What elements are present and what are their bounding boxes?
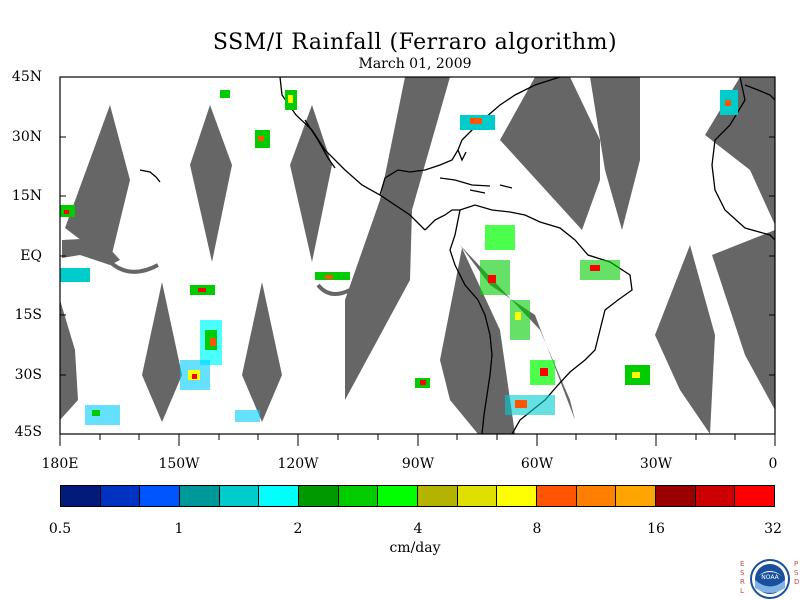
colorbar-segment [100,486,141,506]
colorbar-segment [61,486,101,506]
rainfall-colorbar [60,485,775,507]
colorbar-segment [418,486,458,506]
noaa-seal-icon: NOAA [750,559,790,599]
colorbar-tick-1: 1 [174,521,184,537]
colorbar-segment [378,486,419,506]
lat-label-30s: 30S [14,367,42,383]
colorbar-tick-4: 4 [413,521,423,537]
lat-label-eq: EQ [20,248,42,264]
colorbar-segment [457,486,498,506]
colorbar-segment [695,486,736,506]
colorbar-segment [735,486,775,506]
rainfall-map [59,76,776,446]
colorbar-segment [537,486,577,506]
colorbar-tick-32: 32 [764,521,782,537]
colorbar-segment [656,486,696,506]
colorbar-tick-16: 16 [647,521,665,537]
map-date: March 01, 2009 [358,56,472,72]
lon-label-30w: 30W [639,456,673,472]
colorbar-segment [180,486,220,506]
colorbar-segment [219,486,260,506]
colorbar-segment [616,486,657,506]
lat-label-30n: 30N [11,129,42,145]
lat-label-45n: 45N [11,69,42,85]
lat-label-45s: 45S [14,424,42,440]
colorbar-tick-8: 8 [532,521,542,537]
colorbar-segment [140,486,181,506]
rainfall-patches [60,90,738,425]
lon-label-180e: 180E [41,456,79,472]
lon-label-120w: 120W [277,456,319,472]
colorbar-segment [497,486,538,506]
colorbar-tick-0.5: 0.5 [48,521,72,537]
colorbar-tick-2: 2 [293,521,303,537]
colorbar-segment [299,486,339,506]
colorbar-segment [338,486,379,506]
map-title: SSM/I Rainfall (Ferraro algorithm) [212,30,618,55]
lon-label-0: 0 [768,456,778,472]
lon-label-90w: 90W [401,456,435,472]
axis-ticks [59,76,776,446]
colorbar-segment [576,486,617,506]
colorbar-segment [259,486,300,506]
no-data-swaths [60,77,775,434]
lon-label-60w: 60W [520,456,554,472]
lon-label-150w: 150W [158,456,200,472]
lat-label-15n: 15N [11,188,42,204]
lat-label-15s: 15S [14,307,42,323]
colorbar-units: cm/day [389,540,441,556]
noaa-badge-text: NOAA [761,574,779,581]
